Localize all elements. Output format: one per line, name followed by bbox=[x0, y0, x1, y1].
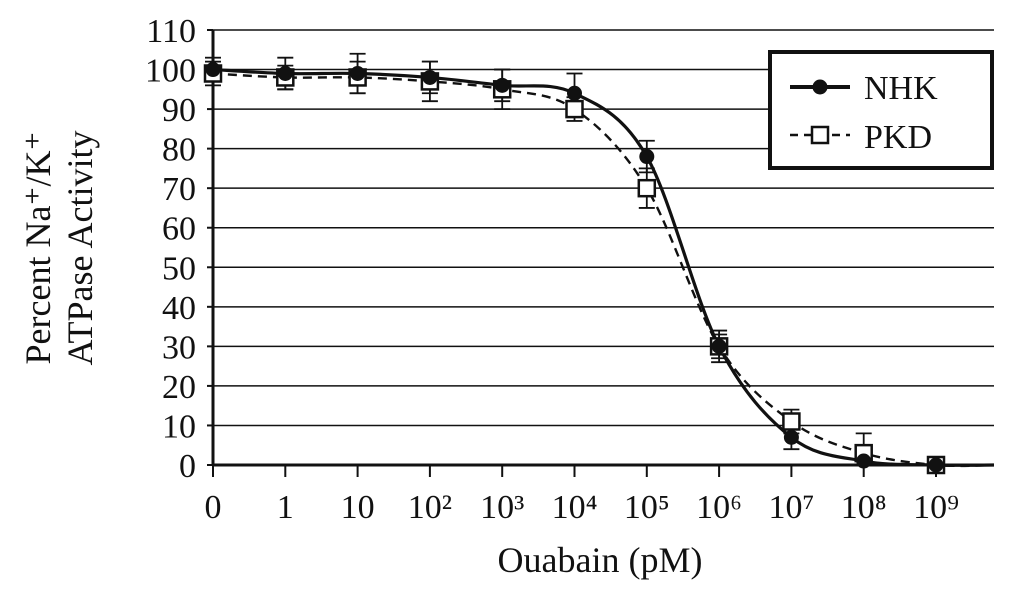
y-tick-label: 30 bbox=[162, 329, 196, 366]
x-tick-label: 10 bbox=[341, 489, 375, 526]
y-tick-label: 40 bbox=[162, 290, 196, 327]
x-tick-label: 10⁷ bbox=[768, 489, 814, 526]
marker-nhk bbox=[567, 85, 582, 101]
legend-box bbox=[768, 50, 994, 170]
y-tick-label: 80 bbox=[162, 132, 196, 169]
marker-nhk bbox=[639, 149, 655, 165]
marker-pkd bbox=[782, 412, 801, 431]
x-tick-label: 10² bbox=[408, 489, 452, 526]
marker-nhk bbox=[494, 77, 510, 93]
marker-nhk bbox=[711, 338, 727, 354]
y-tick-label: 10 bbox=[162, 408, 196, 445]
marker-nhk bbox=[422, 69, 438, 85]
legend-marker-pkd bbox=[810, 125, 830, 145]
marker-nhk bbox=[783, 429, 799, 445]
legend-marker-nhk bbox=[812, 79, 828, 95]
x-tick-label: 10³ bbox=[480, 489, 524, 526]
marker-nhk bbox=[205, 62, 221, 78]
legend: NHK PKD bbox=[768, 50, 994, 170]
y-tick-label: 60 bbox=[162, 211, 196, 248]
x-axis-title: Ouabain (pM) bbox=[498, 540, 703, 580]
marker-pkd bbox=[637, 178, 657, 198]
marker-nhk bbox=[277, 66, 293, 81]
y-axis-title-line1: Percent Na⁺/K⁺ bbox=[18, 132, 58, 365]
y-tick-label: 50 bbox=[162, 250, 196, 287]
marker-nhk bbox=[928, 457, 944, 473]
y-tick-label: 110 bbox=[146, 13, 196, 50]
y-tick-label: 20 bbox=[162, 369, 196, 406]
y-tick-label: 100 bbox=[145, 53, 196, 90]
x-tick-label: 10⁴ bbox=[552, 489, 598, 526]
marker-nhk bbox=[350, 66, 366, 81]
y-axis-title: Percent Na⁺/K⁺ bbox=[18, 132, 58, 365]
x-tick-label: 0 bbox=[205, 489, 222, 526]
y-tick-label: 90 bbox=[162, 92, 196, 129]
y-tick-label: 0 bbox=[179, 448, 196, 485]
marker-pkd bbox=[565, 99, 584, 119]
x-tick-label: 10⁸ bbox=[841, 489, 887, 526]
x-tick-label: 10⁶ bbox=[696, 489, 742, 526]
x-tick-label: 10⁹ bbox=[913, 489, 959, 526]
x-tick-label: 1 bbox=[277, 489, 294, 526]
x-tick-labels: 0 1 10 10² 10³ 10⁴ 10⁵ 10⁶ 10⁷ 10⁸ 10⁹ bbox=[205, 489, 959, 526]
marker-nhk bbox=[856, 453, 872, 469]
y-tick-label: 70 bbox=[162, 171, 196, 208]
y-axis-title-2: ATPase Activity bbox=[60, 131, 100, 366]
x-tick-label: 10⁵ bbox=[624, 489, 670, 526]
legend-label-pkd: PKD bbox=[864, 119, 932, 156]
data-markers bbox=[203, 62, 946, 475]
y-axis-title-line2: ATPase Activity bbox=[60, 131, 100, 366]
legend-label-nhk: NHK bbox=[864, 70, 938, 107]
